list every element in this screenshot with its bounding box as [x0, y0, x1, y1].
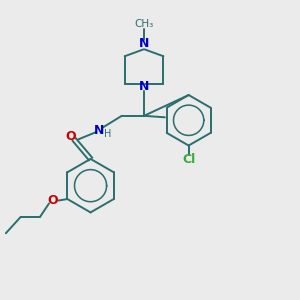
- Text: Cl: Cl: [182, 153, 195, 166]
- Text: CH₃: CH₃: [134, 20, 154, 29]
- Text: H: H: [104, 129, 112, 139]
- Text: N: N: [139, 37, 149, 50]
- Text: O: O: [65, 130, 76, 142]
- Text: N: N: [94, 124, 105, 137]
- Text: N: N: [139, 80, 149, 94]
- Text: O: O: [47, 194, 58, 207]
